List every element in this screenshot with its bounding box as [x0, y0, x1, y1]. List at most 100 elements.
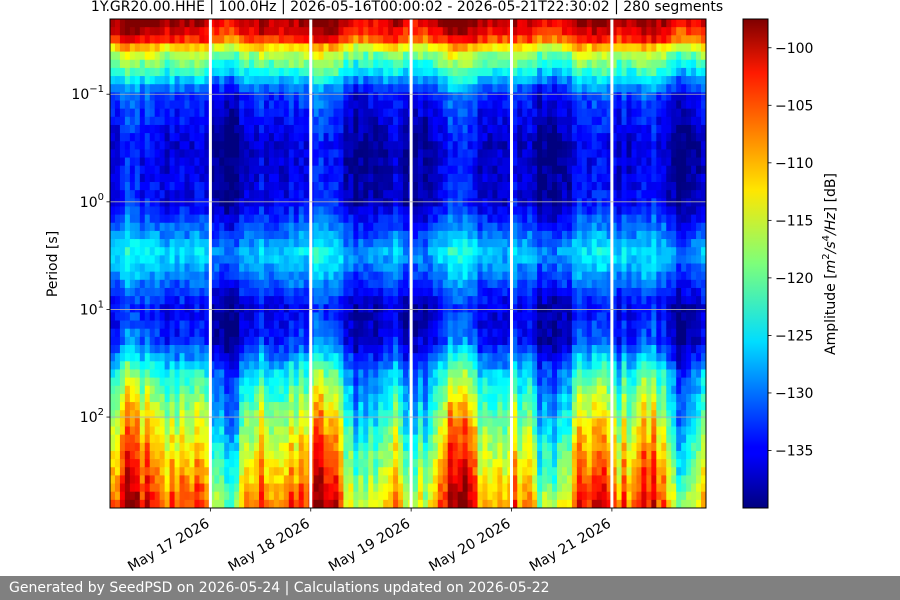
heatmap-cell: [348, 206, 354, 216]
heatmap-cell: [159, 165, 166, 175]
heatmap-cell: [214, 377, 220, 387]
heatmap-cell: [477, 133, 484, 142]
heatmap-cell: [477, 459, 484, 468]
heatmap-cell: [318, 483, 325, 493]
heatmap-cell: [139, 116, 146, 126]
heatmap-cell: [219, 361, 225, 371]
heatmap-cell: [492, 467, 498, 476]
heatmap-cell: [214, 76, 220, 85]
heatmap-cell: [502, 459, 508, 468]
heatmap-cell: [234, 336, 240, 346]
heatmap-cell: [333, 442, 340, 452]
heatmap-cell: [278, 402, 285, 411]
heatmap-cell: [328, 385, 335, 395]
heatmap-cell: [244, 214, 250, 224]
heatmap-cell: [293, 108, 300, 118]
heatmap-cell: [343, 116, 349, 126]
heatmap-cell: [239, 27, 245, 36]
heatmap-cell: [199, 198, 205, 208]
heatmap-cell: [313, 133, 320, 142]
heatmap-cell: [477, 499, 484, 508]
heatmap-cell: [492, 133, 498, 142]
heatmap-cell: [189, 361, 196, 371]
heatmap-cell: [249, 165, 255, 175]
heatmap-cell: [288, 361, 295, 371]
heatmap-cell: [259, 230, 265, 240]
heatmap-cell: [482, 450, 489, 460]
heatmap-cell: [234, 312, 240, 322]
heatmap-cell: [437, 483, 444, 493]
heatmap-cell: [278, 320, 285, 330]
heatmap-cell: [134, 206, 141, 216]
heatmap-cell: [164, 499, 171, 508]
heatmap-cell: [244, 92, 250, 102]
heatmap-cell: [174, 255, 181, 265]
heatmap-cell: [338, 67, 345, 77]
heatmap-cell: [303, 35, 310, 45]
heatmap-cell: [313, 51, 320, 61]
heatmap-cell: [353, 239, 359, 248]
heatmap-cell: [467, 385, 474, 395]
heatmap-cell: [457, 369, 464, 379]
heatmap-cell: [462, 434, 469, 444]
heatmap-cell: [124, 239, 131, 248]
heatmap-cell: [472, 19, 479, 28]
heatmap-cell: [502, 361, 508, 371]
heatmap-cell: [144, 19, 151, 28]
heatmap-cell: [129, 353, 136, 362]
heatmap-cell: [492, 92, 498, 102]
heatmap-cell: [437, 418, 444, 428]
heatmap-cell: [313, 182, 320, 191]
heatmap-cell: [263, 475, 270, 485]
heatmap-cell: [263, 426, 270, 436]
heatmap-cell: [447, 133, 454, 142]
heatmap-cell: [452, 92, 459, 102]
heatmap-cell: [353, 108, 359, 118]
heatmap-cell: [313, 287, 320, 297]
heatmap-cell: [517, 222, 523, 232]
heatmap-cell: [452, 483, 459, 493]
heatmap-cell: [139, 247, 146, 256]
heatmap-cell: [219, 459, 225, 468]
heatmap-cell: [477, 385, 484, 395]
heatmap-cell: [517, 124, 523, 134]
heatmap-cell: [512, 393, 518, 403]
heatmap-cell: [283, 336, 290, 346]
heatmap-cell: [492, 247, 498, 256]
heatmap-cell: [517, 19, 523, 28]
heatmap-cell: [189, 499, 196, 508]
heatmap-cell: [239, 19, 245, 28]
heatmap-cell: [214, 214, 220, 224]
heatmap-cell: [194, 51, 200, 61]
heatmap-cell: [164, 43, 171, 53]
heatmap-cell: [358, 499, 364, 508]
heatmap-cell: [154, 296, 161, 305]
heatmap-cell: [259, 84, 265, 93]
heatmap-cell: [219, 475, 225, 485]
heatmap-cell: [422, 247, 429, 256]
heatmap-cell: [259, 499, 265, 508]
heatmap-cell: [204, 263, 210, 273]
heatmap-cell: [159, 385, 166, 395]
heatmap-cell: [348, 255, 354, 265]
heatmap-cell: [388, 296, 394, 305]
heatmap-cell: [184, 51, 191, 61]
heatmap-cell: [388, 279, 394, 289]
heatmap-cell: [437, 499, 444, 508]
heatmap-cell: [343, 247, 349, 256]
heatmap-cell: [189, 320, 196, 330]
heatmap-cell: [338, 450, 345, 460]
heatmap-cell: [318, 491, 325, 501]
heatmap-cell: [254, 198, 260, 208]
heatmap-cell: [169, 442, 176, 452]
heatmap-cell: [432, 402, 439, 411]
heatmap-cell: [234, 149, 240, 159]
heatmap-cell: [422, 345, 429, 354]
heatmap-cell: [378, 328, 384, 338]
heatmap-cell: [512, 328, 518, 338]
heatmap-cell: [199, 182, 205, 191]
heatmap-cell: [497, 255, 503, 265]
heatmap-cell: [154, 475, 161, 485]
heatmap-cell: [159, 459, 166, 468]
heatmap-cell: [412, 149, 419, 159]
